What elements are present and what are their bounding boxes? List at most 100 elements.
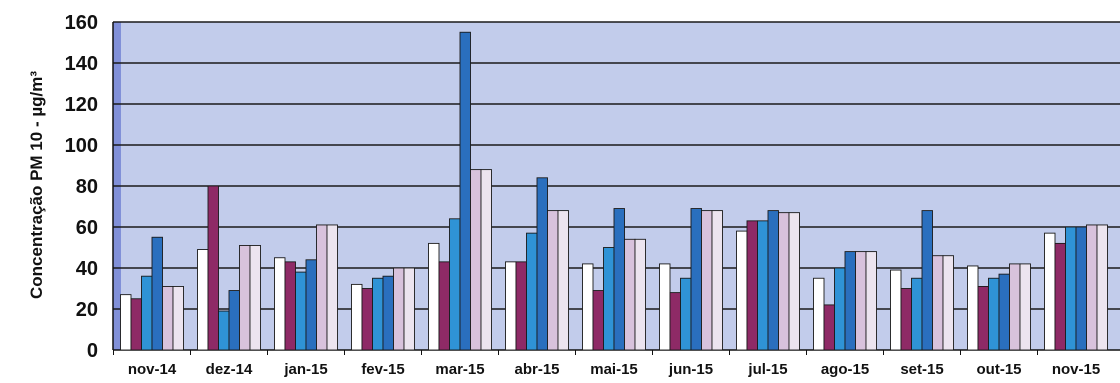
bar <box>757 220 769 351</box>
bar <box>207 185 219 351</box>
bar <box>890 269 902 351</box>
bar <box>823 304 835 351</box>
y-tick-label: 40 <box>76 258 98 280</box>
bar <box>582 263 594 351</box>
bar <box>351 283 363 351</box>
bar <box>130 298 142 351</box>
y-axis-label: Concentração PM 10 - µg/m³ <box>27 71 46 299</box>
plot-area: 0 20 40 60 80 100 120 140 160 nov-14 dez-14 jan-15 f… <box>65 12 1120 378</box>
bar <box>449 218 461 351</box>
bar <box>1065 226 1077 351</box>
bar <box>844 251 856 351</box>
bar <box>1096 224 1108 351</box>
x-tick-label: set-15 <box>900 361 943 378</box>
bar <box>834 267 846 351</box>
bar <box>932 255 944 351</box>
x-tick-label: mai-15 <box>590 361 638 378</box>
bar <box>942 255 954 351</box>
bar <box>690 208 702 351</box>
bar <box>855 251 867 351</box>
bar <box>172 286 184 351</box>
bar <box>393 267 405 351</box>
bar <box>701 210 713 351</box>
bar <box>669 292 681 351</box>
bar <box>284 261 296 351</box>
x-tick-label: ago-15 <box>821 361 869 378</box>
x-tick-label: jan-15 <box>283 361 327 378</box>
bar <box>480 169 492 351</box>
x-tick-label: dez-14 <box>206 361 253 378</box>
bar <box>162 286 174 351</box>
bar <box>977 286 989 351</box>
bar <box>382 275 394 351</box>
y-tick-label: 20 <box>76 299 98 321</box>
bar <box>557 210 569 351</box>
bar <box>711 210 723 351</box>
y-tick-label: 100 <box>65 135 98 157</box>
bar <box>526 232 538 351</box>
bar <box>151 236 163 351</box>
y-tick-label: 160 <box>65 12 98 34</box>
bar <box>428 242 440 351</box>
x-tick-label: out-15 <box>977 361 1022 378</box>
bar <box>998 273 1010 351</box>
bar <box>361 288 373 351</box>
bar <box>120 294 132 351</box>
bar <box>736 230 748 351</box>
bar <box>624 238 636 351</box>
bar <box>767 210 779 351</box>
x-tick-label: mar-15 <box>435 361 484 378</box>
x-tick-label: fev-15 <box>361 361 404 378</box>
x-tick-label: jul-15 <box>747 361 787 378</box>
bar <box>1054 242 1066 351</box>
x-tick-label: jun-15 <box>668 361 713 378</box>
bar <box>921 210 933 351</box>
bar <box>813 277 825 351</box>
x-tick-label: nov-15 <box>1052 361 1100 378</box>
bar <box>680 277 692 351</box>
y-tick-label: 60 <box>76 217 98 239</box>
bar <box>634 238 646 351</box>
bar <box>372 277 384 351</box>
bar <box>988 277 1000 351</box>
bar <box>547 210 559 351</box>
y-tick-label: 120 <box>65 94 98 116</box>
bar <box>1086 224 1098 351</box>
bar <box>470 169 482 351</box>
y-tick-label: 80 <box>76 176 98 198</box>
x-tick-label: abr-15 <box>514 361 559 378</box>
x-tick-label: nov-14 <box>128 361 177 378</box>
bar <box>592 290 604 351</box>
bar <box>967 265 979 351</box>
bar <box>218 310 230 351</box>
bar <box>141 275 153 351</box>
bar <box>865 251 877 351</box>
y-tick-label: 140 <box>65 53 98 75</box>
bar <box>659 263 671 351</box>
bar <box>778 212 790 351</box>
bar <box>613 208 625 351</box>
bar <box>459 31 471 351</box>
bar <box>326 224 338 351</box>
bar <box>197 249 209 351</box>
bar <box>228 290 240 351</box>
bar <box>746 220 758 351</box>
bar <box>911 277 923 351</box>
bar <box>1019 263 1031 351</box>
bar <box>316 224 328 351</box>
bar <box>505 261 517 351</box>
bar <box>603 247 615 351</box>
bar <box>515 261 527 351</box>
bar <box>295 271 307 351</box>
bar <box>274 257 286 351</box>
bar <box>305 259 317 351</box>
bar <box>403 267 415 351</box>
bar <box>249 244 261 351</box>
bar <box>788 212 800 351</box>
y-tick-label: 0 <box>87 340 98 362</box>
bar <box>239 244 251 351</box>
bar <box>900 288 912 351</box>
bar <box>1044 232 1056 351</box>
bar <box>1009 263 1021 351</box>
